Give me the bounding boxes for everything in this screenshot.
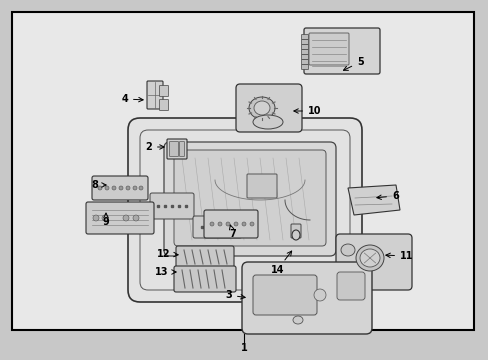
FancyBboxPatch shape <box>304 28 379 74</box>
Ellipse shape <box>253 101 269 115</box>
FancyBboxPatch shape <box>169 141 178 157</box>
Ellipse shape <box>112 186 116 190</box>
Text: 4: 4 <box>121 94 143 104</box>
FancyBboxPatch shape <box>301 59 308 64</box>
FancyBboxPatch shape <box>301 45 308 50</box>
Text: 12: 12 <box>156 249 178 259</box>
Ellipse shape <box>248 97 274 119</box>
Ellipse shape <box>98 186 102 190</box>
Ellipse shape <box>292 316 303 324</box>
Ellipse shape <box>139 186 142 190</box>
FancyBboxPatch shape <box>193 216 242 238</box>
FancyBboxPatch shape <box>301 35 308 40</box>
FancyBboxPatch shape <box>242 262 371 334</box>
FancyBboxPatch shape <box>301 64 308 69</box>
Text: 1: 1 <box>240 343 247 353</box>
Text: 6: 6 <box>376 191 398 201</box>
Ellipse shape <box>133 215 139 221</box>
FancyBboxPatch shape <box>92 176 148 200</box>
FancyBboxPatch shape <box>176 246 234 268</box>
Text: 8: 8 <box>91 180 106 190</box>
Ellipse shape <box>123 215 129 221</box>
FancyBboxPatch shape <box>301 50 308 54</box>
FancyBboxPatch shape <box>174 266 236 292</box>
FancyBboxPatch shape <box>290 224 301 238</box>
FancyBboxPatch shape <box>159 99 168 111</box>
Ellipse shape <box>93 215 99 221</box>
Text: 10: 10 <box>293 106 321 116</box>
Ellipse shape <box>359 249 379 267</box>
Ellipse shape <box>218 222 222 226</box>
Ellipse shape <box>234 222 238 226</box>
Ellipse shape <box>291 230 299 240</box>
Ellipse shape <box>119 186 123 190</box>
Ellipse shape <box>105 186 109 190</box>
Ellipse shape <box>249 222 253 226</box>
FancyBboxPatch shape <box>167 139 186 159</box>
Text: 3: 3 <box>225 290 244 300</box>
FancyBboxPatch shape <box>128 118 361 302</box>
FancyBboxPatch shape <box>252 275 316 315</box>
FancyBboxPatch shape <box>147 81 163 109</box>
Text: 14: 14 <box>270 251 291 275</box>
Ellipse shape <box>355 245 383 271</box>
Polygon shape <box>347 185 399 215</box>
FancyBboxPatch shape <box>308 33 348 65</box>
Ellipse shape <box>340 244 354 256</box>
Bar <box>12 12 473 330</box>
FancyBboxPatch shape <box>159 86 168 96</box>
FancyBboxPatch shape <box>236 84 302 132</box>
FancyBboxPatch shape <box>335 234 411 290</box>
Text: 13: 13 <box>154 267 176 277</box>
Ellipse shape <box>126 186 130 190</box>
FancyBboxPatch shape <box>203 210 258 238</box>
Ellipse shape <box>313 289 325 301</box>
Ellipse shape <box>225 222 229 226</box>
FancyBboxPatch shape <box>150 193 194 219</box>
Text: 5: 5 <box>343 57 363 70</box>
Ellipse shape <box>102 215 108 221</box>
FancyBboxPatch shape <box>301 54 308 59</box>
FancyBboxPatch shape <box>179 141 184 157</box>
Text: 11: 11 <box>385 251 413 261</box>
Text: 2: 2 <box>145 142 164 152</box>
FancyBboxPatch shape <box>86 202 154 234</box>
Text: 9: 9 <box>102 213 109 227</box>
Ellipse shape <box>252 115 283 129</box>
FancyBboxPatch shape <box>301 40 308 45</box>
Ellipse shape <box>209 222 214 226</box>
FancyBboxPatch shape <box>246 174 276 198</box>
Text: 7: 7 <box>229 225 236 239</box>
FancyBboxPatch shape <box>336 272 364 300</box>
FancyBboxPatch shape <box>174 150 325 246</box>
FancyBboxPatch shape <box>163 142 335 256</box>
Ellipse shape <box>242 222 245 226</box>
Ellipse shape <box>133 186 137 190</box>
